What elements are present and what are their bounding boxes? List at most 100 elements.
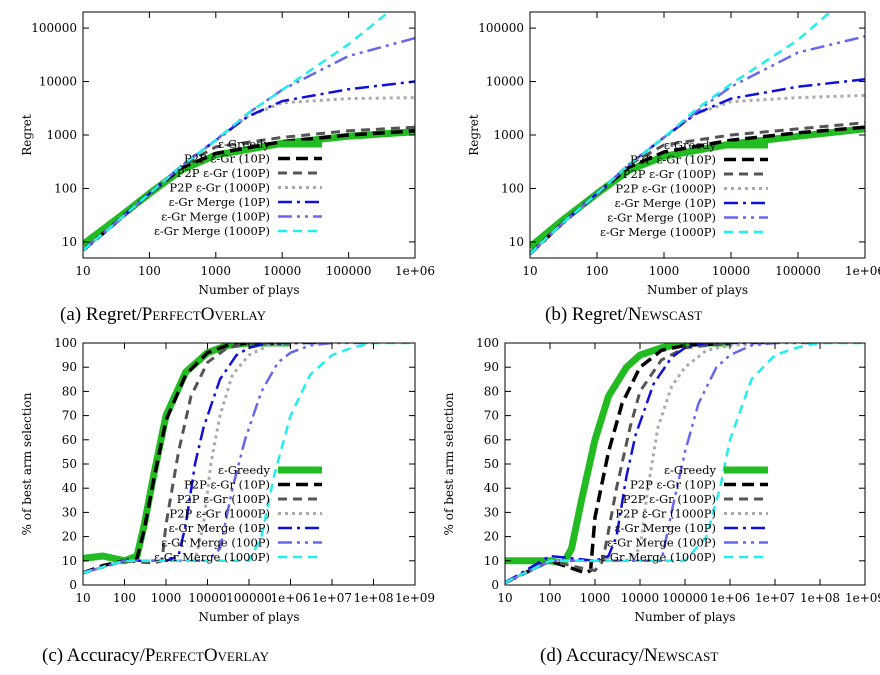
x-tick-label: 1e+06 [710,591,750,605]
x-tick-label: 1e+09 [845,591,880,605]
caption-d: (d) Accuracy/Newscast [540,645,718,667]
legend-label: P2P ε-Gr (1000P) [615,182,716,196]
y-tick-label: 10 [62,554,77,568]
x-tick-label: 1000 [580,591,611,605]
x-tick-label: 1000 [649,264,680,278]
caption-b: (b) Regret/Newscast [545,304,702,326]
series-line [83,343,291,575]
y-tick-label: 20 [484,530,499,544]
x-tick-label: 1e+09 [395,591,435,605]
legend-label: ε-Greedy [218,137,271,151]
series-group [530,12,865,256]
legend-label: ε-Gr Merge (10P) [169,521,270,535]
series-line [83,343,415,575]
legend-label: ε-Gr Merge (10P) [169,195,270,209]
y-tick-label: 30 [484,505,499,519]
y-axis-label: % of best arm selection [442,392,456,535]
series-line [530,35,865,255]
y-axis-label: Regret [20,114,34,156]
series-group [83,12,415,252]
series-line [505,343,731,585]
y-tick-label: 10 [484,554,499,568]
y-tick-label: 40 [484,481,499,495]
legend-label: P2P ε-Gr (100P) [623,167,716,181]
x-axis-label: Number of plays [634,610,735,624]
caption-d-label: (d) Accuracy/ [540,645,644,666]
y-tick-label: 30 [62,505,77,519]
caption-c-emph: PerfectOverlay [144,645,270,666]
legend-label: ε-Greedy [218,463,271,477]
x-tick-label: 100000 [226,591,272,605]
chart-panel-a: 10 100 1000 10000 100000 1e+06 10 100 1000 10000 1… [20,11,435,297]
legend-label: P2P ε-Gr (100P) [177,492,270,506]
series-group [505,343,865,585]
y-tick-label: 10000 [486,75,524,89]
series-group [83,343,415,575]
y-tick-label: 100 [54,181,77,195]
legend-label: ε-Greedy [664,138,717,152]
x-tick-label: 1e+06 [395,264,435,278]
legend-label: P2P ε-Gr (1000P) [169,181,270,195]
series-line [83,36,415,252]
y-tick-label: 70 [62,409,77,423]
legend-label: ε-Greedy [664,463,717,477]
x-tick-label: 10 [497,591,512,605]
y-tick-label: 0 [69,578,77,592]
y-tick-label: 90 [62,360,77,374]
x-tick-label: 1e+08 [800,591,840,605]
x-tick-label: 1e+06 [270,591,310,605]
y-tick-label: 50 [62,457,77,471]
series-line [505,343,775,584]
y-tick-label: 1000 [46,128,77,142]
legend-label: P2P ε-Gr (10P) [630,153,716,167]
y-tick-label: 100000 [478,21,524,35]
y-tick-label: 100000 [31,21,77,35]
x-tick-label: 1e+06 [845,264,880,278]
y-tick-label: 100 [476,336,499,350]
x-tick-label: 100 [138,264,161,278]
legend-label: P2P ε-Gr (1000P) [615,507,716,521]
x-tick-label: 100000 [662,591,708,605]
x-tick-label: 10 [75,264,90,278]
x-tick-label: 1e+07 [312,591,352,605]
y-tick-label: 90 [484,360,499,374]
x-tick-label: 1e+07 [755,591,795,605]
series-line [530,78,865,255]
caption-d-emph: Newscast [643,645,719,666]
x-tick-label: 10000 [712,264,750,278]
legend-label: ε-Gr Merge (100P) [161,536,270,550]
caption-a: (a) Regret/PerfectOverlay [60,304,266,326]
legend-label: ε-Gr Merge (1000P) [154,224,270,238]
series-line [505,343,731,584]
legend-label: ε-Gr Merge (10P) [615,196,716,210]
x-tick-label: 10000 [188,591,226,605]
y-tick-label: 1000 [493,128,524,142]
legend-label: P2P ε-Gr (100P) [177,166,270,180]
y-tick-label: 60 [484,433,499,447]
x-tick-label: 10 [75,591,90,605]
caption-c-label: (c) Accuracy/ [42,645,145,666]
legend-label: P2P ε-Gr (1000P) [169,507,270,521]
y-tick-label: 10 [509,235,524,249]
legend-label: ε-Gr Merge (100P) [161,210,270,224]
x-tick-label: 100000 [775,264,821,278]
series-line [83,343,332,575]
y-tick-label: 100 [501,181,524,195]
x-tick-label: 1000 [201,264,232,278]
chart-panel-d: 101001000100001000001e+061e+071e+081e+09… [442,336,880,624]
y-tick-label: 50 [484,457,499,471]
legend-label: P2P ε-Gr (100P) [623,492,716,506]
series-line [505,343,820,584]
series-line [530,125,865,250]
legend-label: P2P ε-Gr (10P) [184,152,270,166]
x-tick-label: 100 [586,264,609,278]
x-tick-label: 100 [113,591,136,605]
y-tick-label: 80 [62,384,77,398]
series-line [505,343,865,584]
